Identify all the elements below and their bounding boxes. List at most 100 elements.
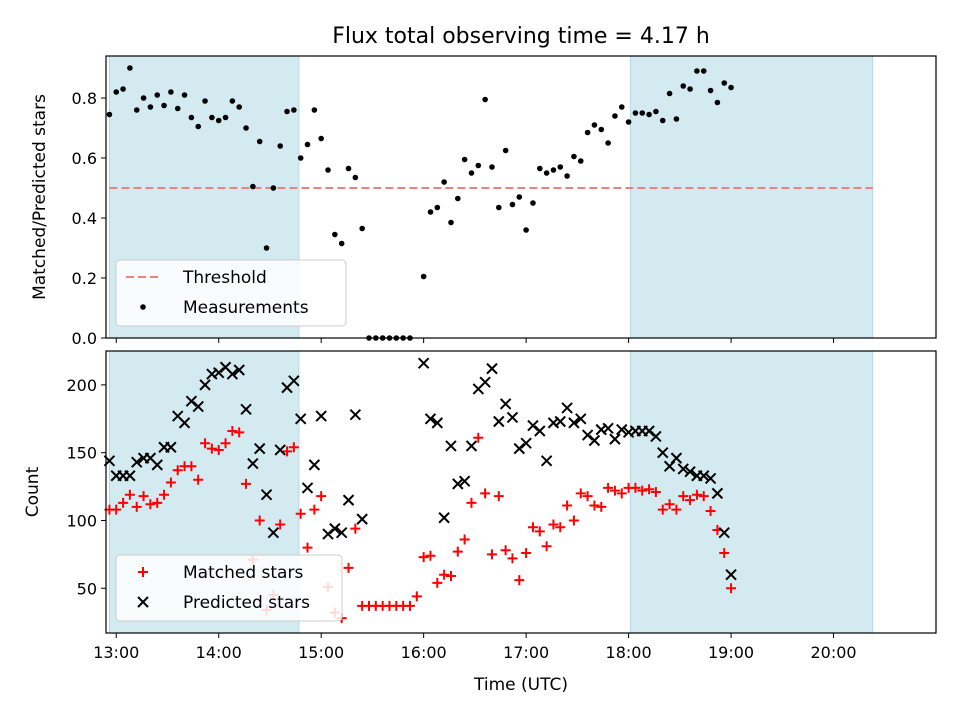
predicted-point-83 xyxy=(718,526,730,539)
matched-point-60 xyxy=(507,553,518,564)
matched-point-75 xyxy=(609,485,620,496)
predicted-point-41 xyxy=(431,417,444,429)
matched-point-5 xyxy=(131,501,142,512)
legend-predicted-swatch xyxy=(137,596,149,608)
matched-point-91 xyxy=(719,548,730,559)
measurement-point-83 xyxy=(673,116,680,122)
matched-point-28 xyxy=(288,442,299,453)
matched-point-92 xyxy=(726,583,737,594)
matched-point-27 xyxy=(282,446,293,457)
measurement-point-1 xyxy=(106,111,113,118)
measurement-point-4 xyxy=(127,65,133,71)
measurement-point-31 xyxy=(311,107,318,113)
matched-point-31 xyxy=(309,504,320,515)
ratio-x-ticks xyxy=(115,338,835,343)
matched-point-26 xyxy=(275,519,286,530)
predicted-point-62 xyxy=(575,413,587,425)
predicted-point-38 xyxy=(356,513,368,525)
x-tick-label-3: 15:00 xyxy=(298,643,344,662)
measurement-point-12 xyxy=(181,92,188,98)
ratio-y-ticks: 0.0 0.2 0.4 0.6 0.8 xyxy=(72,89,106,348)
matched-point-21 xyxy=(241,478,252,489)
measurement-point-34 xyxy=(332,231,338,238)
measurement-point-88 xyxy=(707,87,714,94)
matched-point-85 xyxy=(678,491,689,502)
measurement-point-5 xyxy=(133,107,140,113)
measurement-point-35 xyxy=(338,240,345,247)
measurement-point-17 xyxy=(215,117,222,124)
measurement-point-61 xyxy=(523,227,529,233)
measurement-point-46 xyxy=(420,273,427,280)
matched-point-78 xyxy=(630,482,641,493)
count-y-axis-label: Count xyxy=(23,466,43,517)
predicted-point-39 xyxy=(417,357,430,369)
measurement-point-49 xyxy=(441,179,447,185)
x-tick-label-5: 17:00 xyxy=(503,643,549,662)
predicted-point-4 xyxy=(124,470,136,482)
matched-point-83 xyxy=(664,499,675,510)
predicted-point-54 xyxy=(520,437,532,449)
matched-point-72 xyxy=(589,500,600,511)
predicted-point-36 xyxy=(342,494,355,506)
count-panel: 13:00 14:00 15:00 16:00 17:00 18:00 19:00 20:00… xyxy=(23,350,937,695)
measurement-point-19 xyxy=(229,98,236,104)
matched-point-47 xyxy=(418,552,429,563)
matched-point-17 xyxy=(213,444,224,455)
predicted-point-51 xyxy=(499,398,512,410)
predicted-point-23 xyxy=(253,442,266,455)
measurement-point-50 xyxy=(448,219,454,226)
measurement-point-22 xyxy=(250,183,256,190)
count-legend: Matched stars Predicted stars xyxy=(115,554,343,622)
measurement-point-24 xyxy=(263,245,270,251)
ratio-y-tick-label-3: 0.4 xyxy=(72,209,97,228)
measurement-point-55 xyxy=(482,96,488,103)
predicted-point-57 xyxy=(540,455,553,467)
measurement-point-78 xyxy=(639,110,646,116)
ratio-y-tick-label-4: 0.6 xyxy=(72,149,97,168)
predicted-point-67 xyxy=(609,433,621,445)
count-x-ticks: 13:00 14:00 15:00 16:00 17:00 18:00 19:00 20:00 xyxy=(93,633,857,662)
count-axes-frame xyxy=(105,350,937,634)
ratio-y-tick-label-2: 0.2 xyxy=(72,269,97,288)
measurement-point-84 xyxy=(680,83,687,89)
predicted-point-34 xyxy=(329,522,341,535)
matched-point-76 xyxy=(616,488,627,499)
matched-point-65 xyxy=(541,541,552,552)
predicted-point-48 xyxy=(479,376,491,388)
ratio-shaded-region-2 xyxy=(629,55,874,339)
matched-point-7 xyxy=(145,499,156,510)
measurement-point-47 xyxy=(427,209,434,215)
x-tick-label-1: 13:00 xyxy=(93,643,139,662)
matched-point-4 xyxy=(124,489,135,500)
predicted-point-8 xyxy=(151,459,163,471)
measurement-point-30 xyxy=(304,141,311,148)
measurement-point-65 xyxy=(550,167,557,173)
matched-point-82 xyxy=(657,504,668,515)
matched-point-55 xyxy=(473,432,484,443)
measurement-point-14 xyxy=(195,123,202,130)
measurement-point-36 xyxy=(345,165,352,172)
matched-point-59 xyxy=(500,545,511,556)
measurement-point-66 xyxy=(557,164,564,170)
legend-measurements-label: Measurements xyxy=(183,298,309,318)
matched-point-8 xyxy=(152,497,163,508)
predicted-point-80 xyxy=(698,470,710,482)
matched-point-6 xyxy=(138,491,149,502)
matched-point-29 xyxy=(295,508,306,519)
measurement-point-16 xyxy=(209,114,215,121)
ratio-legend-box xyxy=(115,259,347,327)
x-tick-label-8: 20:00 xyxy=(810,643,856,662)
predicted-point-68 xyxy=(616,423,628,436)
matched-point-69 xyxy=(568,515,579,526)
ratio-y-axis-label: Matched/Predicted stars xyxy=(30,94,50,300)
legend-threshold-label: Threshold xyxy=(182,268,267,288)
count-y-ticks: 50 100 150 200 xyxy=(66,376,106,598)
measurement-point-77 xyxy=(632,110,639,116)
matched-point-66 xyxy=(548,519,559,530)
count-series-2 xyxy=(103,357,737,581)
matched-point-61 xyxy=(514,575,525,586)
measurement-point-51 xyxy=(455,195,461,202)
matched-point-11 xyxy=(172,465,183,476)
measurement-point-68 xyxy=(571,153,577,160)
matched-point-88 xyxy=(698,491,709,502)
